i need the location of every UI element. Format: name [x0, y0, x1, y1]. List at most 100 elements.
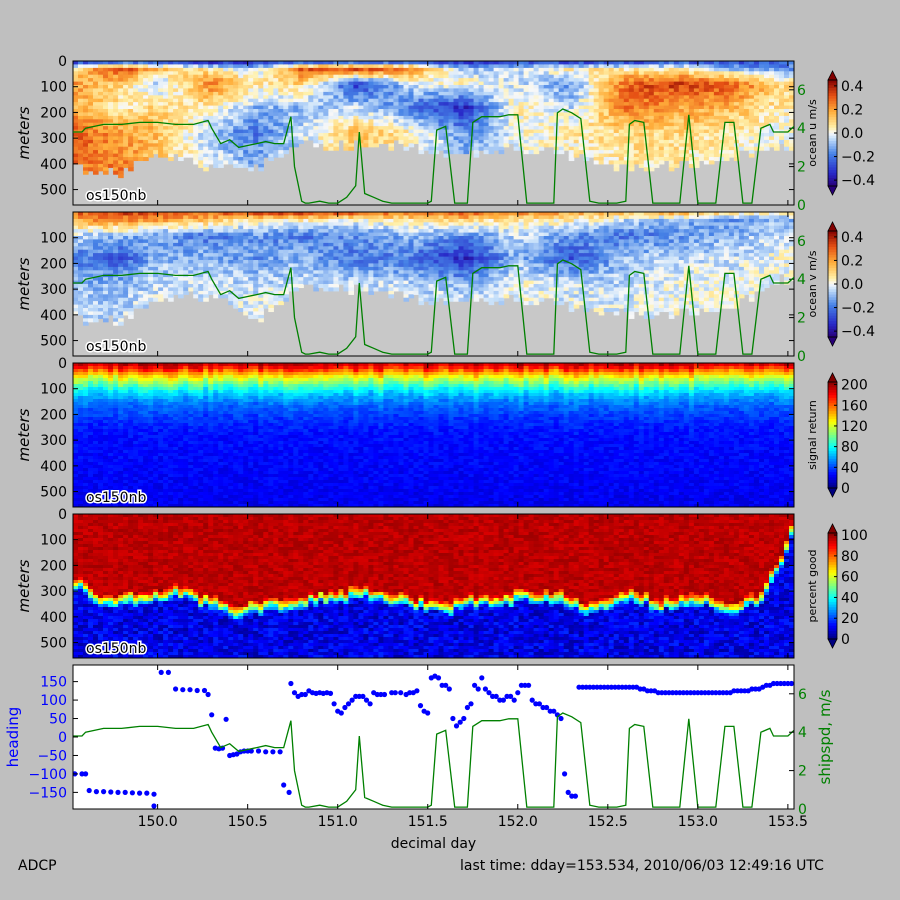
heatmap-cell	[563, 133, 570, 138]
heatmap-cell	[598, 81, 605, 86]
heatmap-cell	[243, 67, 249, 72]
heatmap-cell	[784, 98, 790, 103]
heatmap-cell	[733, 115, 740, 120]
heatmap-cell	[533, 88, 540, 93]
heatmap-cell	[558, 98, 565, 103]
heatmap-cell	[173, 133, 179, 138]
heatmap-cell	[173, 246, 179, 251]
heatmap-cell	[138, 78, 144, 83]
heatmap-cell	[403, 109, 410, 114]
heatmap-cell	[368, 98, 375, 103]
heatmap-cell	[158, 115, 164, 120]
heatmap-cell	[178, 71, 184, 76]
heatmap-cell	[413, 115, 420, 120]
heatmap-cell	[143, 126, 149, 131]
heatmap-cell	[769, 139, 775, 144]
heatmap-cell	[153, 253, 159, 258]
heatmap-cell	[123, 225, 129, 230]
heatmap-cell	[323, 81, 329, 86]
heatmap-cell	[388, 112, 395, 117]
heatmap-cell	[608, 129, 615, 134]
heatmap-cell	[273, 143, 279, 148]
heatmap-cell	[263, 115, 269, 120]
heatmap-cell	[418, 78, 425, 83]
heatmap-cell	[363, 81, 370, 86]
heatmap-cell	[108, 222, 114, 227]
heatmap-cell	[213, 61, 219, 66]
heatmap-cell	[313, 126, 319, 131]
heatmap-cell	[333, 78, 340, 83]
heatmap-cell	[678, 105, 685, 110]
heatmap-cell	[343, 81, 350, 86]
heatmap-cell	[498, 64, 505, 69]
heatmap-cell	[188, 115, 194, 120]
heatmap-cell	[448, 143, 455, 148]
heatmap-cell	[223, 260, 229, 265]
heatmap-cell	[293, 85, 299, 90]
heatmap-cell	[593, 81, 600, 86]
heatmap-cell	[223, 112, 229, 117]
heatmap-cell	[623, 146, 630, 151]
heatmap-cell	[603, 85, 610, 90]
heatmap-cell	[398, 85, 405, 90]
heatmap-cell	[93, 129, 99, 134]
heatmap-cell	[428, 119, 435, 124]
heatmap-cell	[348, 91, 355, 96]
heatmap-cell	[718, 71, 725, 76]
heatmap-cell	[403, 91, 410, 96]
heatmap-cell	[268, 119, 274, 124]
heatmap-cell	[668, 78, 675, 83]
heatmap-cell	[128, 249, 134, 254]
heatmap-cell	[178, 242, 184, 247]
heatmap-cell	[303, 95, 309, 100]
heatmap-cell	[168, 266, 174, 271]
heatmap-cell	[113, 321, 119, 326]
heatmap-cell	[213, 98, 219, 103]
heatmap-cell	[603, 91, 610, 96]
heatmap-cell	[593, 115, 600, 120]
heatmap-cell	[188, 225, 194, 230]
heatmap-cell	[488, 150, 495, 155]
heatmap-cell	[498, 150, 505, 155]
heatmap-cell	[453, 85, 460, 90]
heatmap-cell	[113, 115, 119, 120]
heatmap-cell	[508, 67, 515, 72]
heatmap-cell	[133, 215, 139, 220]
heatmap-cell	[764, 143, 770, 148]
heatmap-cell	[338, 129, 345, 134]
heatmap-cell	[548, 88, 555, 93]
heatmap-cell	[128, 242, 134, 247]
heatmap-cell	[703, 122, 710, 127]
heatmap-cell	[553, 74, 560, 79]
heatmap-cell	[789, 112, 794, 117]
colorbar-segment	[828, 172, 837, 176]
heatmap-cell	[108, 232, 114, 237]
heatmap-cell	[198, 263, 204, 268]
heatmap-cell	[483, 105, 490, 110]
heatmap-cell	[398, 78, 405, 83]
heatmap-cell	[178, 74, 184, 79]
heatmap-cell	[458, 109, 465, 114]
heatmap-cell	[143, 215, 149, 220]
heatmap-cell	[393, 61, 400, 66]
heatmap-cell	[193, 78, 199, 83]
heatmap-cell	[648, 122, 655, 127]
heatmap-cell	[93, 71, 99, 76]
heatmap-cell	[343, 78, 350, 83]
heatmap-cell	[248, 146, 254, 151]
heatmap-cell	[218, 270, 224, 275]
heatmap-cell	[138, 236, 144, 241]
heatmap-cell	[273, 88, 279, 93]
heatmap-cell	[618, 126, 625, 131]
heatmap-cell	[148, 218, 154, 223]
heatmap-cell	[73, 253, 79, 258]
heatmap-cell	[753, 112, 760, 117]
heatmap-cell	[153, 290, 159, 295]
heatmap-cell	[143, 105, 149, 110]
heatmap-cell	[168, 129, 174, 134]
heatmap-cell	[343, 139, 350, 144]
heatmap-cell	[478, 98, 485, 103]
heatmap-cell	[718, 91, 725, 96]
heatmap-cell	[693, 91, 700, 96]
heatmap-cell	[678, 95, 685, 100]
